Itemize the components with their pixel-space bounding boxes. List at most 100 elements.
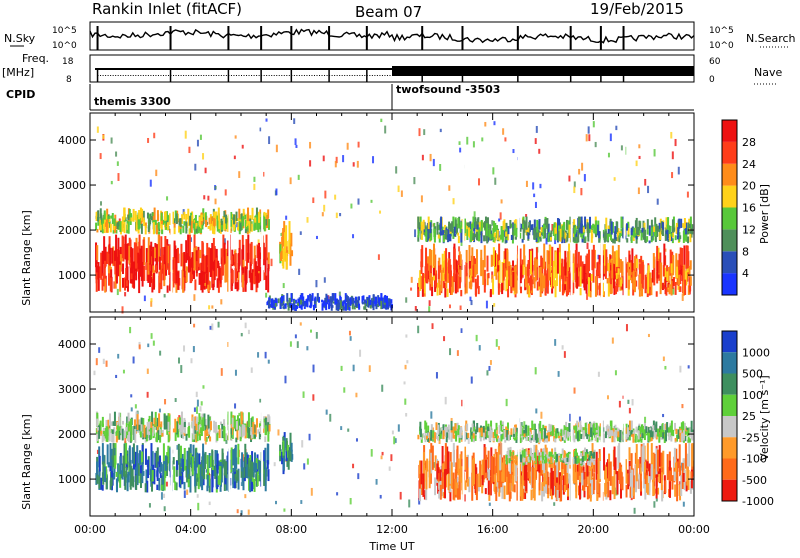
scatter-cell [586,293,588,299]
data-cell [671,263,673,273]
data-cell [184,271,186,277]
data-cell [216,433,218,441]
data-cell [207,285,209,292]
cpid-segment-label: twofsound -3503 [396,83,500,96]
data-cell [647,229,649,235]
data-cell [636,259,638,269]
data-cell [460,225,462,232]
nave-dot [342,75,343,76]
scatter-cell [679,366,681,373]
scatter-cell [166,482,168,487]
y-tick-label: 4000 [58,134,86,147]
scatter-cell [178,358,180,364]
freq-label: Freq. [22,52,49,65]
data-cell [691,443,693,467]
date-title: 19/Feb/2015 [590,0,684,18]
scatter-cell [493,121,495,125]
data-cell [143,425,145,438]
data-cell [562,230,564,240]
nave-dot [372,75,373,76]
data-cell [587,486,589,499]
scatter-cell [580,188,582,195]
data-cell [425,229,427,241]
data-cell [135,267,137,280]
data-cell [224,264,226,273]
scatter-cell [681,404,683,408]
nave-dot [389,75,390,76]
data-cell [667,454,669,480]
data-cell [222,453,224,464]
data-cell [110,224,112,233]
data-cell [588,277,590,296]
data-cell [618,245,620,267]
data-cell [232,270,234,283]
nave-dot [148,75,149,76]
data-cell [525,267,527,288]
data-cell [651,227,653,236]
data-cell [581,221,583,234]
data-cell [676,267,678,279]
data-cell [196,453,198,466]
data-cell [325,302,327,310]
data-cell [207,468,209,474]
data-cell [155,264,157,272]
scatter-cell [237,509,239,513]
data-cell [543,259,545,269]
data-cell [564,451,566,458]
data-cell [257,429,259,433]
data-cell [666,271,668,280]
data-cell [188,256,190,272]
scatter-cell [573,186,575,193]
scatter-cell [355,393,357,398]
data-cell [173,466,175,482]
data-cell [97,222,99,226]
data-cell [127,215,129,220]
data-cell [282,303,284,305]
scatter-cell [151,333,153,339]
scatter-cell [395,166,397,173]
data-cell [109,443,111,466]
data-cell [158,223,160,229]
data-cell [566,237,568,242]
scatter-cell [358,198,360,204]
nave-dot [125,75,126,76]
data-cell [485,488,487,494]
scatter-cell [297,341,299,348]
data-cell [141,224,143,234]
data-cell [539,233,541,237]
data-cell [615,286,617,295]
data-cell [212,284,214,290]
data-cell [524,465,526,480]
scatter-cell [459,148,461,153]
data-cell [453,443,455,467]
data-cell [194,463,196,486]
scatter-cell [123,370,125,374]
scatter-cell [298,269,300,275]
nave-dot [113,75,114,76]
data-cell [232,418,234,428]
data-cell [182,435,184,439]
data-cell [286,253,288,270]
data-cell [267,268,269,293]
data-cell [457,459,459,476]
data-cell [527,457,529,461]
data-cell [629,421,631,431]
data-cell [534,258,536,276]
data-cell [564,485,566,492]
data-cell [159,429,161,435]
data-cell [687,236,689,243]
scatter-cell [615,370,617,375]
scatter-cell [415,306,417,311]
data-cell [129,445,131,463]
data-cell [662,283,664,290]
data-cell [677,236,679,240]
data-cell [122,421,124,425]
data-cell [568,474,570,484]
data-cell [103,273,105,286]
scatter-cell [347,429,349,432]
data-cell [283,457,285,471]
data-cell [503,263,505,281]
data-cell [608,229,610,234]
data-cell [540,461,542,464]
data-cell [669,284,671,294]
